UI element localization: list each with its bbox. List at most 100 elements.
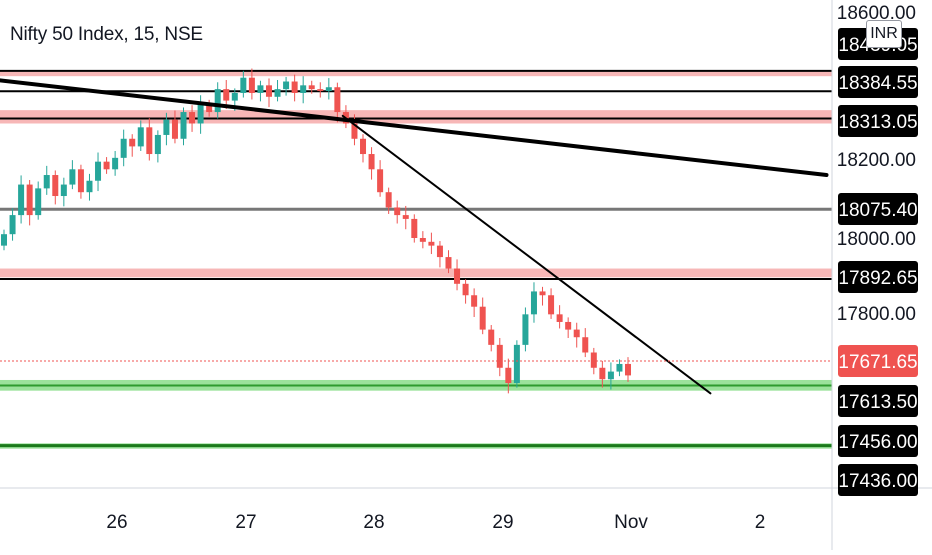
candle-body: [607, 371, 614, 380]
candle-body: [146, 127, 153, 155]
candle-body: [300, 85, 307, 93]
x-tick-label: 2: [755, 512, 766, 533]
candle-body: [522, 314, 529, 345]
candle-body: [180, 112, 187, 139]
candle-body: [419, 238, 426, 242]
candle-body: [573, 329, 580, 338]
candle-body: [240, 77, 247, 93]
candle-body: [616, 363, 623, 372]
candle-body: [137, 127, 144, 147]
x-tick-label: 28: [363, 512, 384, 533]
candle-body: [445, 257, 452, 269]
candle-body: [120, 138, 127, 158]
candle-body: [154, 134, 161, 155]
price-label: 18075.40: [838, 200, 917, 221]
chart-title: Nifty 50 Index, 15, NSE: [10, 24, 203, 45]
x-tick-label: 27: [235, 512, 256, 533]
candle-body: [77, 169, 84, 193]
candle-body: [86, 180, 93, 193]
candle-body: [223, 89, 230, 101]
candle-body: [95, 161, 102, 181]
price-label-box: [838, 385, 918, 417]
candle-body: [488, 329, 495, 345]
candle-body: [565, 321, 572, 330]
x-tick-label: 29: [492, 512, 513, 533]
candle-body: [274, 89, 281, 97]
candle-body: [189, 112, 196, 124]
candle-body: [454, 268, 461, 284]
candle-body: [325, 87, 332, 92]
last-price-box: [838, 345, 918, 377]
candle-body: [436, 245, 443, 258]
candle-body: [582, 337, 589, 353]
price-label: 17613.50: [838, 392, 917, 413]
candle-body: [385, 192, 392, 208]
trendlines-layer: [0, 78, 829, 395]
candle-body: [428, 241, 435, 246]
candle-body: [368, 154, 375, 170]
candle-body: [60, 184, 67, 197]
candle-body: [556, 314, 563, 322]
candle-body: [496, 344, 503, 368]
price-label: 18313.05: [838, 112, 917, 133]
y-tick-label: 18000.00: [837, 229, 916, 250]
candle-body: [248, 77, 255, 93]
price-label-box: [838, 425, 918, 457]
candle-body: [43, 175, 50, 189]
candle-body: [18, 184, 25, 216]
candle-body: [462, 283, 469, 296]
candle-body: [52, 175, 59, 197]
y-tick-label: 18600.00: [837, 3, 916, 24]
price-label: 17456.00: [838, 432, 917, 453]
candle-body: [548, 295, 555, 315]
price-label-box: [838, 105, 918, 137]
candle-body: [351, 123, 358, 139]
price-label: 17436.00: [838, 471, 917, 492]
candles-layer: [1, 68, 631, 394]
y-tick-label: 18200.00: [837, 150, 916, 171]
candle-body: [411, 218, 418, 238]
candle-body: [9, 215, 16, 235]
candle-body: [1, 234, 7, 246]
candle-body: [308, 85, 315, 90]
candle-body: [479, 306, 486, 330]
candle-body: [471, 295, 478, 307]
candle-body: [163, 119, 170, 135]
currency-badge[interactable]: INR: [866, 20, 902, 48]
candle-body: [197, 104, 204, 124]
x-tick-label: 26: [106, 512, 127, 533]
candle-body: [103, 161, 110, 170]
candle-body: [26, 184, 33, 216]
candle-body: [530, 291, 537, 315]
candle-body: [513, 344, 520, 384]
candle-body: [35, 188, 42, 216]
candle-body: [206, 104, 213, 113]
price-label: 17892.65: [838, 268, 917, 289]
candle-body: [265, 85, 272, 97]
candle-body: [377, 169, 384, 193]
candle-body: [171, 119, 178, 139]
candle-body: [334, 87, 341, 113]
x-tick-label: Nov: [614, 512, 648, 533]
candle-body: [505, 367, 512, 384]
resistance-zone: [0, 70, 832, 77]
price-label: 18384.55: [838, 73, 917, 94]
levels-layer: [0, 69, 832, 448]
price-label-box: [838, 66, 918, 98]
candle-body: [590, 352, 597, 368]
candle-body: [291, 81, 298, 93]
candle-body: [360, 138, 367, 155]
candle-body: [214, 89, 221, 113]
price-label-box: [838, 464, 918, 496]
trendline: [0, 78, 829, 178]
candle-body: [402, 215, 409, 219]
price-label-box: [838, 261, 918, 293]
trendline: [341, 114, 712, 395]
y-tick-label: 17800.00: [837, 304, 916, 325]
candle-body: [231, 92, 238, 101]
last-price-label: 17671.65: [838, 352, 917, 373]
candle-body: [283, 81, 290, 90]
candle-body: [625, 363, 631, 376]
